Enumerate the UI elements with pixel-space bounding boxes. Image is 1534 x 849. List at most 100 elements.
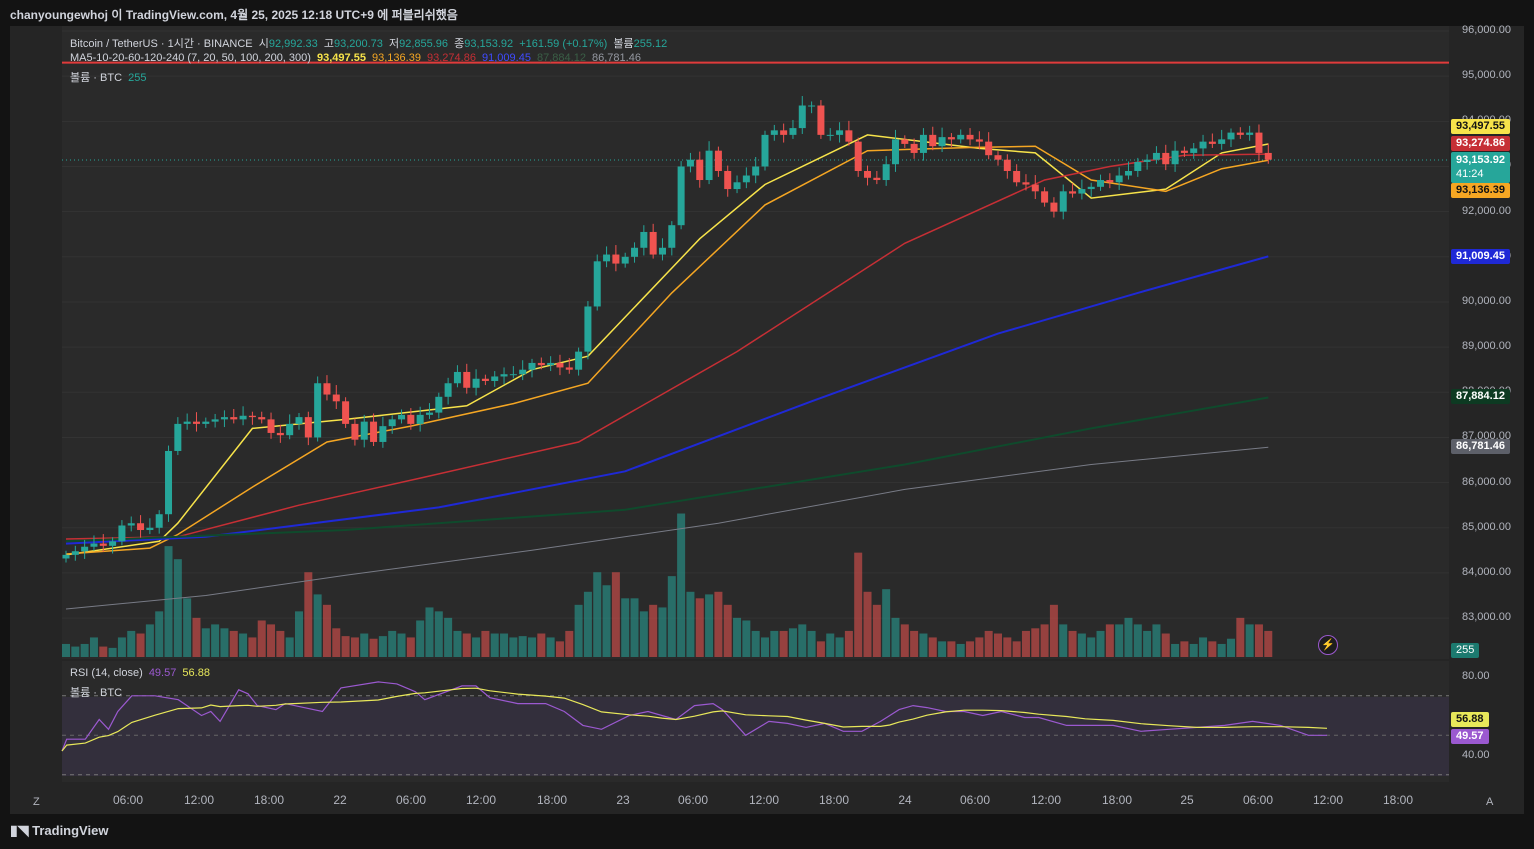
ma200-price-tag: 87,884.12 xyxy=(1451,389,1510,404)
ma-line-5 xyxy=(65,396,1269,543)
rsi-volume-legend[interactable]: 볼륨 · BTC xyxy=(70,684,125,700)
candle-body xyxy=(593,261,601,307)
candle-body xyxy=(248,415,256,418)
ma100-price-tag: 91,009.45 xyxy=(1451,249,1510,264)
candle-body xyxy=(789,128,797,135)
time-axis-label: 24 xyxy=(898,793,912,807)
candle-body xyxy=(500,374,508,377)
candle-body xyxy=(705,150,713,181)
publish-title: chanyoungewhoj 이 TradingView.com, 4월 25,… xyxy=(10,8,458,22)
volume-price-tag: 255 xyxy=(1451,643,1480,658)
candle-body xyxy=(761,134,769,167)
candle-body xyxy=(1180,150,1188,153)
volume-legend-title[interactable]: 볼륨 · BTC xyxy=(70,72,123,84)
volume-bar xyxy=(518,636,527,657)
volume-bar xyxy=(341,636,350,657)
candle-body xyxy=(1106,180,1114,183)
volume-bar xyxy=(994,633,1002,657)
timezone-button[interactable]: Z xyxy=(33,796,40,808)
time-axis-label: 12:00 xyxy=(1030,793,1062,807)
volume-bar xyxy=(1096,630,1105,657)
volume-legend[interactable]: 볼륨 · BTC 255 xyxy=(70,69,149,85)
rsi-tag: 49.57 xyxy=(1451,729,1489,744)
volume-bar xyxy=(583,591,592,657)
volume-bar xyxy=(406,637,415,657)
volume-bar xyxy=(751,630,760,657)
time-axis-label: 06:00 xyxy=(395,793,427,807)
volume-bar xyxy=(1171,643,1180,657)
time-axis-label: 06:00 xyxy=(959,793,991,807)
candle-body xyxy=(742,175,750,183)
ma-legend-label[interactable]: MA5-10-20-60-120-240 (7, 20, 50, 100, 20… xyxy=(70,52,311,64)
candle-body xyxy=(1199,141,1207,149)
candle-body xyxy=(425,412,433,415)
high-label: 고 xyxy=(323,38,334,50)
candle-body xyxy=(752,166,760,176)
volume-bar xyxy=(1031,628,1040,657)
candle-body xyxy=(491,376,499,381)
volume-bar xyxy=(350,637,359,657)
tradingview-logo[interactable]: ▮◥ TradingView xyxy=(10,822,108,839)
candle-body xyxy=(118,525,126,542)
ma100-legend-value: 91,009.45 xyxy=(482,52,531,64)
candle-body xyxy=(276,432,284,436)
candle-body xyxy=(975,139,983,142)
lightning-icon[interactable]: ⚡ xyxy=(1318,635,1338,655)
symbol-label[interactable]: Bitcoin / TetherUS · 1시간 · BINANCE xyxy=(70,38,253,50)
ma-legend[interactable]: MA5-10-20-60-120-240 (7, 20, 50, 100, 20… xyxy=(70,52,644,64)
volume-bar xyxy=(788,628,797,657)
auto-scale-button[interactable]: A xyxy=(1486,796,1494,808)
main-pane[interactable] xyxy=(62,26,1449,659)
rsi-pane[interactable] xyxy=(62,661,1449,782)
candle-body xyxy=(1031,184,1039,192)
candle-body xyxy=(62,554,70,559)
candle-body xyxy=(398,414,406,420)
volume-bar xyxy=(295,611,303,657)
candle-body xyxy=(230,417,238,420)
volume-bar xyxy=(257,620,266,657)
volume-bar xyxy=(555,641,564,657)
volume-bar xyxy=(565,630,574,657)
close-price-value: 93,153.92 xyxy=(1456,154,1505,166)
volume-bar xyxy=(537,633,546,657)
candle-body xyxy=(696,159,704,181)
time-axis-label: 18:00 xyxy=(818,793,850,807)
close-value: 93,153.92 xyxy=(464,38,514,50)
ma-line-1 xyxy=(65,134,1269,556)
volume-bar xyxy=(1040,624,1049,657)
volume-bar xyxy=(145,624,154,657)
candle-body xyxy=(155,514,163,528)
candle-body xyxy=(332,394,340,402)
ma50-price-tag: 93,274.86 xyxy=(1451,136,1510,151)
rsi-legend[interactable]: RSI (14, close) 49.57 56.88 xyxy=(70,667,213,679)
volume-bar xyxy=(509,637,518,657)
ma20-price-tag: 93,136.39 xyxy=(1451,183,1510,198)
change-value: +161.59 (+0.17%) xyxy=(519,38,608,50)
candle-body xyxy=(165,450,173,515)
volume-bar xyxy=(444,617,453,657)
candle-body xyxy=(370,421,378,442)
candle-body xyxy=(798,105,806,129)
candle-body xyxy=(286,423,294,436)
volume-bar xyxy=(1087,637,1096,657)
rsi-legend-title[interactable]: RSI (14, close) xyxy=(70,667,143,679)
candle-body xyxy=(966,134,974,140)
time-axis-label: 12:00 xyxy=(1312,793,1344,807)
time-axis-label: 23 xyxy=(616,793,630,807)
candle-body xyxy=(854,141,862,171)
candle-body xyxy=(453,371,461,384)
candle-body xyxy=(668,225,676,248)
volume-bar xyxy=(984,630,993,657)
candle-body xyxy=(109,541,117,546)
volume-bar xyxy=(761,637,769,657)
ohlc-legend[interactable]: Bitcoin / TetherUS · 1시간 · BINANCE 시92,9… xyxy=(70,35,670,51)
candle-body xyxy=(947,137,955,140)
volume-bar xyxy=(630,598,639,657)
rsi-volume-legend-title[interactable]: 볼륨 · BTC xyxy=(70,687,123,699)
candle-body xyxy=(1162,152,1170,165)
candle-body xyxy=(463,371,471,388)
volume-bar xyxy=(649,604,658,657)
volume-bar xyxy=(854,552,863,657)
volume-bar xyxy=(798,624,807,657)
volume-bar xyxy=(1012,641,1021,657)
